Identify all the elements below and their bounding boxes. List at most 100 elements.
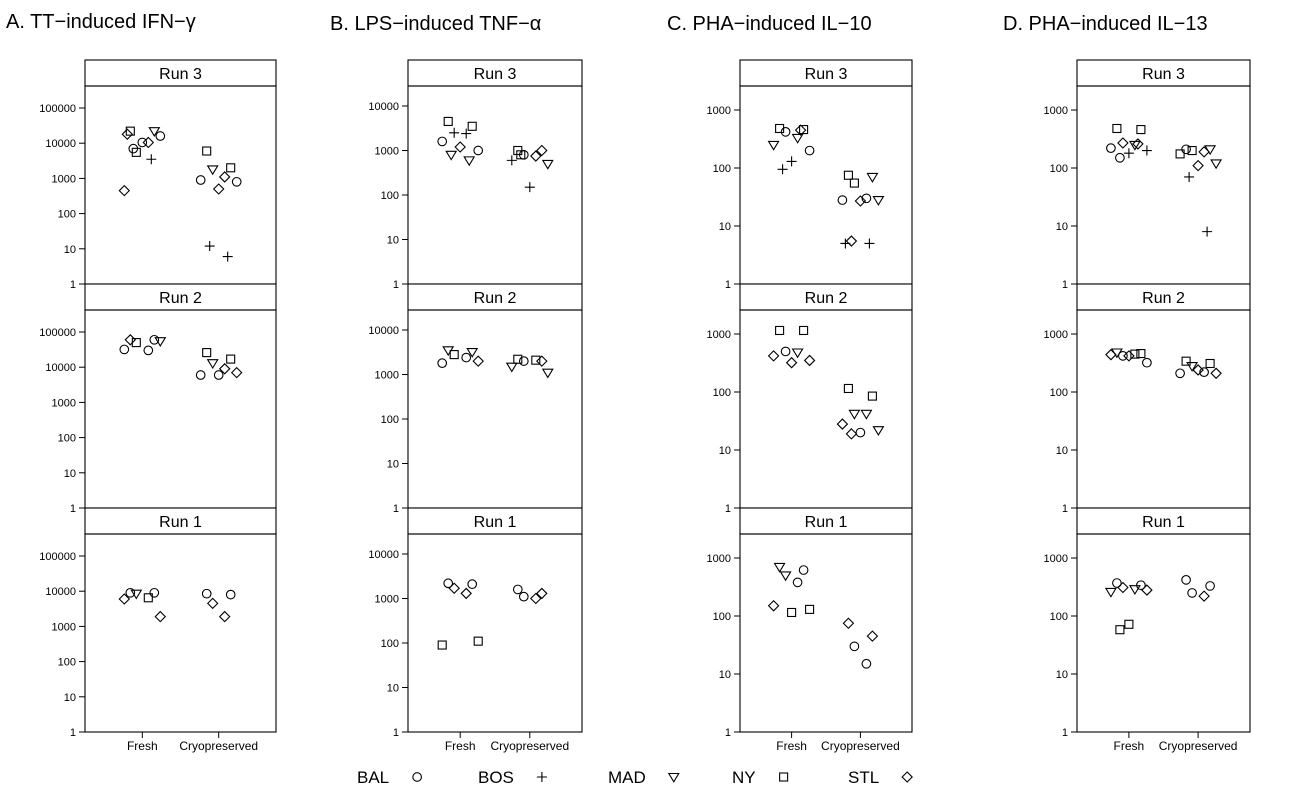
data-point-stl [230,366,243,379]
data-point-bal [128,143,139,154]
data-point-ny [516,150,526,160]
x-tick-label: Cryopreserved [490,739,569,753]
data-point-stl [1198,590,1210,602]
data-point-ny [226,163,236,173]
y-tick-label: 100000 [39,327,76,339]
data-point-mad [206,359,219,370]
data-point-mad [767,140,780,151]
y-tick-label: 1000 [707,553,731,565]
legend-label: NY [732,768,756,787]
data-point-stl [1141,584,1153,596]
data-point-mad [505,362,518,373]
data-point-stl [1132,138,1144,150]
data-point-mad [866,172,879,183]
data-point-bal [231,176,242,187]
panel-label: Run 1 [805,514,848,531]
data-point-ny [449,350,459,360]
legend-item-mad: MAD [608,768,680,787]
data-point-bos [449,127,460,138]
chart-2: B. LPS−induced TNF−α Run 3 1 10 100 1000 10000… [330,13,583,753]
data-point-mad [466,347,479,358]
data-point-bal [1118,351,1128,361]
data-point-ny [843,383,853,394]
data-point-bos [146,154,157,165]
data-point-ny [799,325,809,336]
legend-symbol-triangle-down [667,772,680,783]
panel-frame [407,533,583,733]
data-point-bal [443,578,454,589]
data-point-mad [791,133,804,144]
data-point-ny [787,607,797,618]
data-point-bal [780,346,791,357]
y-tick-label: 1 [1062,279,1068,291]
panel-frame [739,533,913,733]
data-point-mad [541,159,554,170]
y-tick-label: 10 [387,459,399,471]
data-point-bal [849,641,860,652]
y-tick-label: 10 [387,235,399,247]
y-tick-label: 100 [58,433,76,445]
data-point-bos [840,238,851,249]
y-tick-label: 1 [1062,503,1068,515]
panel-run-3: Run 3 1 10 100 1000 [707,59,913,291]
panel-strip [1076,283,1251,311]
y-tick-label: 1000 [52,621,76,633]
data-point-stl [530,592,542,605]
data-point-bos [1184,171,1195,182]
data-point-bal [518,591,529,602]
data-point-stl [121,128,134,140]
data-point-bal [1199,367,1209,377]
data-point-ny [775,123,785,134]
panel-label: Run 1 [474,514,517,531]
data-point-bal [155,131,166,141]
panel-run-2: Run 2 1 10 100 1000 10000 100000 [39,283,277,515]
data-point-stl [206,597,219,610]
panel-label: Run 3 [1142,66,1185,83]
x-tick-label: Fresh [776,739,807,753]
data-point-stl [218,171,231,183]
data-point-mad [872,196,885,206]
data-point-stl [785,356,798,369]
data-point-bal [780,127,791,137]
data-point-ny [531,355,541,365]
panel-run-1: Run 1 1 10 100 1000 Fresh Cryopreserved [1044,507,1251,753]
legend-symbol-plus [536,772,547,782]
panel-strip [739,283,913,311]
panel-run-2: Run 2 1 10 100 1000 [707,283,913,515]
data-point-ny [125,126,135,136]
panel-frame [407,309,583,509]
x-tick-label: Fresh [127,739,158,753]
data-point-ny [202,146,212,156]
y-tick-label: 10 [64,692,76,704]
legend: BAL BOS MAD NY STL [357,768,913,787]
data-point-stl [454,141,466,153]
data-point-ny [1205,358,1215,369]
data-point-stl [218,363,231,375]
data-point-bos [786,156,797,167]
data-point-bal [213,370,224,380]
data-point-bos [461,128,472,139]
y-tick-label: 1 [70,727,76,739]
panel-frame [84,309,277,509]
y-tick-label: 100000 [39,103,76,115]
data-point-bal [195,175,206,185]
panel-label: Run 2 [1142,290,1185,307]
data-point-stl [854,195,867,207]
legend-label: BOS [478,768,514,787]
data-point-bal [143,345,154,356]
panel-label: Run 2 [474,290,517,307]
legend-symbol-diamond [901,771,913,783]
data-point-ny [467,121,477,131]
panel-frame [1076,533,1251,733]
panel-frame [84,85,277,285]
data-point-stl [1192,364,1204,376]
data-point-ny [437,640,447,650]
chart-title: D. PHA−induced IL−13 [1003,13,1208,35]
y-tick-label: 1000 [375,370,399,382]
data-point-mad [1186,362,1199,372]
data-point-bal [437,358,448,368]
data-point-bos [1202,226,1213,237]
data-point-stl [472,355,484,367]
data-point-bal [437,136,448,147]
data-point-bal [1187,588,1197,598]
